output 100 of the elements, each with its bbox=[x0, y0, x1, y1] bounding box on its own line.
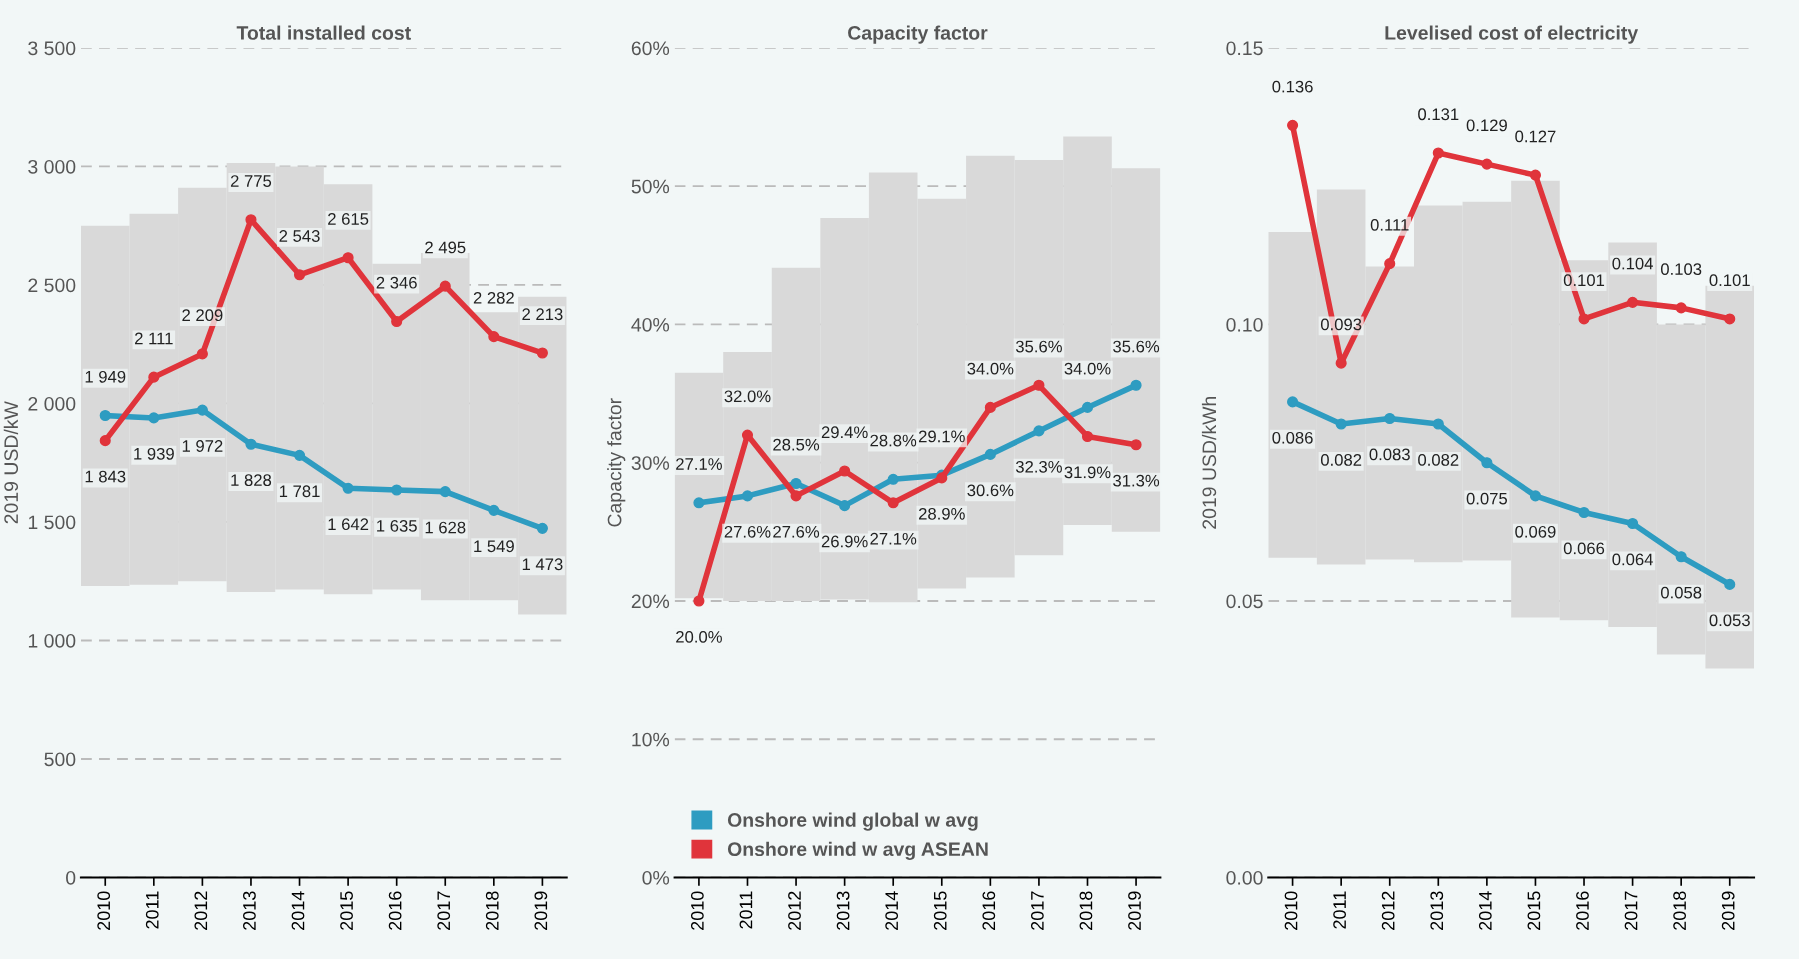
point bbox=[1529, 169, 1542, 181]
x-tick-label: 2016 bbox=[1576, 891, 1589, 930]
point bbox=[245, 214, 257, 226]
x-tick-label: 2013 bbox=[243, 891, 256, 930]
point bbox=[984, 448, 996, 460]
y-axis-title: 2019 USD/kW bbox=[3, 401, 19, 524]
point bbox=[693, 595, 705, 607]
y-tick-label: 0 bbox=[66, 870, 76, 885]
point bbox=[1627, 296, 1639, 308]
y-tick-label: 0% bbox=[642, 870, 670, 885]
point bbox=[1578, 506, 1590, 519]
y-tick-label: 1 500 bbox=[28, 515, 76, 530]
data-label: 34.0% bbox=[1064, 362, 1111, 375]
data-label: 0.101 bbox=[1709, 274, 1750, 287]
data-label: 28.8% bbox=[870, 434, 917, 447]
data-label: 1 828 bbox=[231, 474, 272, 487]
data-label: 0.082 bbox=[1320, 454, 1362, 466]
point bbox=[839, 465, 851, 477]
data-label: 26.9% bbox=[821, 535, 868, 548]
data-label: 2 543 bbox=[279, 230, 320, 242]
point bbox=[1578, 313, 1590, 325]
y-tick-label: 10% bbox=[632, 732, 670, 747]
x-tick-label: 2014 bbox=[291, 891, 305, 930]
y-tick-label: 2 500 bbox=[28, 278, 76, 293]
y-axis-title: Capacity factor bbox=[607, 398, 626, 527]
x-tick-label: 2018 bbox=[1673, 891, 1687, 930]
data-label: 1 635 bbox=[377, 519, 417, 532]
data-label: 0.086 bbox=[1272, 431, 1313, 444]
data-label: 27.6% bbox=[724, 525, 771, 538]
data-label: 20.0% bbox=[676, 630, 722, 643]
x-tick-label: 2015 bbox=[1527, 891, 1541, 930]
x-tick-label: 2016 bbox=[982, 891, 996, 930]
point bbox=[99, 409, 111, 422]
data-label: 0.064 bbox=[1612, 553, 1653, 566]
data-label: 1 628 bbox=[425, 521, 466, 534]
data-label: 27.1% bbox=[676, 458, 722, 470]
y-tick-label: 40% bbox=[631, 317, 670, 332]
data-label: 28.5% bbox=[773, 438, 820, 451]
point bbox=[887, 497, 899, 509]
data-label: 30.6% bbox=[967, 484, 1014, 497]
point bbox=[1384, 258, 1396, 270]
point bbox=[1675, 551, 1687, 563]
x-tick-label: 2017 bbox=[437, 891, 451, 930]
y-tick-label: 30% bbox=[631, 456, 670, 470]
data-label: 1 972 bbox=[182, 440, 223, 452]
x-tick-label: 2010 bbox=[97, 891, 111, 930]
point bbox=[293, 449, 306, 461]
point bbox=[99, 435, 111, 447]
point bbox=[196, 348, 208, 360]
data-label: 0.111 bbox=[1370, 218, 1409, 231]
x-tick-label: 2018 bbox=[1079, 891, 1093, 930]
data-label: 35.6% bbox=[1015, 340, 1062, 353]
data-label: 0.101 bbox=[1563, 274, 1605, 287]
point bbox=[391, 315, 403, 328]
chart-title: Capacity factor bbox=[848, 25, 988, 44]
data-label: 0.075 bbox=[1466, 492, 1508, 505]
data-label: 1 781 bbox=[279, 485, 320, 498]
point bbox=[488, 504, 500, 516]
data-label: 1 939 bbox=[134, 447, 174, 460]
point bbox=[148, 412, 160, 424]
x-tick-label: 2015 bbox=[933, 891, 947, 930]
data-label: 1 949 bbox=[85, 370, 126, 383]
data-label: 29.4% bbox=[821, 426, 868, 439]
point bbox=[1724, 313, 1736, 325]
data-label: 35.6% bbox=[1113, 340, 1160, 353]
data-label: 2 346 bbox=[376, 276, 417, 289]
point bbox=[1081, 401, 1094, 413]
point bbox=[342, 252, 354, 264]
chart-title: Total installed cost bbox=[236, 25, 411, 40]
data-label: 2 209 bbox=[182, 309, 223, 322]
point bbox=[148, 371, 160, 383]
x-tick-label: 2013 bbox=[1430, 891, 1444, 930]
point bbox=[790, 477, 802, 490]
data-label: 2 111 bbox=[135, 332, 173, 345]
x-tick-label: 2014 bbox=[1478, 891, 1492, 930]
x-tick-label: 2011 bbox=[145, 891, 159, 929]
y-tick-label: 0.05 bbox=[1226, 594, 1263, 609]
y-tick-label: 0.00 bbox=[1226, 870, 1263, 885]
point bbox=[693, 497, 705, 509]
x-tick-label: 2019 bbox=[1721, 891, 1735, 930]
y-tick-label: 3 500 bbox=[28, 41, 76, 56]
x-tick-label: 2018 bbox=[485, 891, 499, 930]
data-label: 0.053 bbox=[1709, 614, 1750, 627]
data-label: 0.136 bbox=[1272, 80, 1313, 93]
x-tick-label: 2010 bbox=[690, 891, 704, 930]
point bbox=[391, 484, 403, 496]
data-label: 31.9% bbox=[1064, 466, 1111, 479]
data-label: 2 213 bbox=[522, 308, 563, 321]
x-tick-label: 2013 bbox=[836, 891, 850, 930]
data-label: 0.069 bbox=[1515, 525, 1556, 538]
x-tick-label: 2017 bbox=[1030, 891, 1044, 930]
point bbox=[1529, 490, 1542, 502]
x-tick-label: 2015 bbox=[340, 891, 353, 930]
x-tick-label: 2012 bbox=[194, 891, 208, 930]
point bbox=[488, 331, 500, 343]
point bbox=[1724, 578, 1736, 590]
x-tick-label: 2012 bbox=[1381, 891, 1395, 930]
data-label: 32.0% bbox=[724, 390, 771, 403]
x-tick-label: 2017 bbox=[1624, 891, 1638, 930]
data-label: 27.1% bbox=[870, 532, 917, 545]
